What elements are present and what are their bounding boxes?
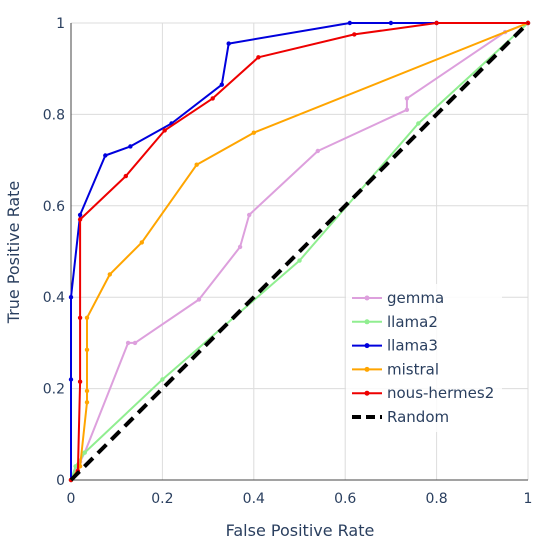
legend-item-llama2: llama2 <box>352 313 438 331</box>
data-point-mistral <box>84 315 90 320</box>
legend-label: llama2 <box>387 313 438 331</box>
data-point-mistral <box>84 388 90 394</box>
series-line-random <box>69 21 530 482</box>
tick-labels: 0 0.2 0.4 0.6 0.8 1 0 0.2 0.4 0.6 0.8 1 <box>43 16 533 507</box>
data-point-llama2 <box>73 464 78 469</box>
data-point-nous-hermes2 <box>210 96 215 101</box>
data-point-llama3 <box>347 20 352 26</box>
series-random <box>69 21 530 482</box>
data-point-llama3 <box>68 295 74 300</box>
legend-marker <box>364 295 370 301</box>
x-tick-label: 0.4 <box>243 491 265 507</box>
x-tick-label: 0.8 <box>425 491 447 507</box>
data-point-llama3 <box>219 82 224 87</box>
y-tick-label: 0 <box>56 473 65 489</box>
legend-item-nous-hermes2: nous-hermes2 <box>352 384 494 402</box>
legend-marker <box>364 366 370 372</box>
data-point-nous-hermes2 <box>77 315 83 320</box>
legend-item-llama3: llama3 <box>352 337 438 355</box>
data-point-gemma <box>404 96 410 101</box>
data-point-llama2 <box>297 258 302 263</box>
y-tick-label: 0.2 <box>43 382 65 398</box>
y-tick-label: 0.4 <box>43 290 65 306</box>
legend-item-random: Random <box>352 408 449 426</box>
data-point-mistral <box>84 347 90 352</box>
data-point-llama2 <box>416 121 421 126</box>
x-axis-title: False Positive Rate <box>226 521 375 540</box>
data-point-mistral <box>84 400 90 405</box>
data-point-llama3 <box>77 212 83 218</box>
legend-marker <box>364 390 370 396</box>
x-tick-label: 0 <box>67 491 76 507</box>
data-point-llama2 <box>82 450 87 455</box>
data-point-gemma <box>237 244 243 250</box>
data-point-gemma <box>315 148 320 154</box>
data-point-nous-hermes2 <box>162 128 167 133</box>
data-point-llama3 <box>103 153 108 158</box>
data-point-gemma <box>247 212 252 218</box>
x-tick-label: 1 <box>524 491 533 507</box>
legend: gemma llama2 llama3 mistral nous-hermes2 Rand… <box>346 284 502 432</box>
data-point-mistral <box>107 272 113 277</box>
y-tick-label: 1 <box>56 16 65 32</box>
series-line-nous-hermes2 <box>70 22 528 481</box>
data-point-llama3 <box>226 41 231 46</box>
x-tick-label: 0.6 <box>334 491 356 507</box>
series-layer <box>68 20 531 483</box>
series-llama2 <box>68 20 531 483</box>
y-tick-label: 0.6 <box>43 199 65 215</box>
data-point-gemma <box>196 297 202 302</box>
x-tick-label: 0.2 <box>151 491 173 507</box>
data-point-llama3 <box>388 20 394 26</box>
legend-label: gemma <box>387 289 444 307</box>
data-point-nous-hermes2 <box>123 173 128 179</box>
data-point-nous-hermes2 <box>256 55 261 60</box>
legend-marker <box>364 319 370 325</box>
legend-label: mistral <box>387 360 439 378</box>
data-point-llama3 <box>128 144 133 149</box>
legend-label: llama3 <box>387 337 438 355</box>
y-tick-label: 0.8 <box>43 107 65 123</box>
legend-label: nous-hermes2 <box>387 384 494 402</box>
legend-background <box>346 284 502 432</box>
legend-item-mistral: mistral <box>352 360 439 378</box>
legend-item-gemma: gemma <box>352 289 444 307</box>
data-point-nous-hermes2 <box>434 20 439 26</box>
legend-marker <box>364 343 370 349</box>
data-point-nous-hermes2 <box>77 217 83 222</box>
data-point-mistral <box>251 130 256 135</box>
data-point-gemma <box>132 340 138 346</box>
data-point-nous-hermes2 <box>77 379 83 384</box>
data-point-mistral <box>194 162 199 167</box>
data-point-llama3 <box>68 377 74 382</box>
data-point-gemma <box>125 340 131 346</box>
data-point-gemma <box>404 107 410 113</box>
data-point-mistral <box>139 240 144 245</box>
data-point-nous-hermes2 <box>352 32 357 37</box>
y-axis-title: True Positive Rate <box>4 181 23 325</box>
legend-label: Random <box>387 408 449 426</box>
data-point-llama2 <box>160 377 165 382</box>
